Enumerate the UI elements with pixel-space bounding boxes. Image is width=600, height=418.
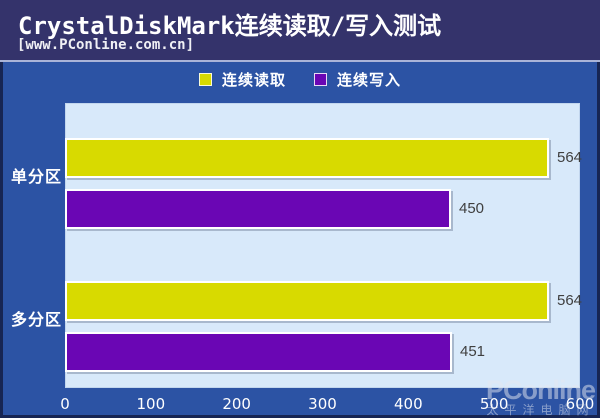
chart-legend: 连续读取 连续写入 bbox=[0, 69, 600, 90]
x-axis-tick-label: 300 bbox=[308, 395, 337, 413]
bar-value-label: 564 bbox=[557, 149, 583, 166]
header-separator bbox=[0, 60, 600, 62]
category-label: 多分区 bbox=[10, 309, 62, 329]
bar-value-label: 451 bbox=[460, 342, 486, 360]
x-axis-tick-label: 500 bbox=[479, 395, 509, 413]
chart-title: CrystalDiskMark连续读取/写入测试 bbox=[18, 12, 442, 40]
x-axis-tick-label: 400 bbox=[394, 395, 423, 413]
bar-单分区-连续读取 bbox=[65, 138, 549, 178]
x-axis-tick-label: 200 bbox=[222, 395, 251, 413]
x-axis-tick-label: 0 bbox=[60, 395, 70, 413]
chart-subtitle: [www.PConline.com.cn] bbox=[17, 37, 195, 53]
legend-swatch-icon bbox=[198, 73, 212, 86]
bar-value-label: 450 bbox=[459, 200, 485, 217]
legend-series-label: 连续读取 bbox=[221, 71, 286, 89]
bar-多分区-连续写入 bbox=[65, 331, 452, 372]
legend-swatch-icon bbox=[314, 73, 327, 86]
x-axis-tick-label: 600 bbox=[565, 395, 595, 413]
bar-多分区-连续读取 bbox=[65, 280, 549, 321]
legend-series-label: 连续写入 bbox=[337, 71, 402, 89]
category-label: 单分区 bbox=[10, 167, 62, 187]
bar-单分区-连续写入 bbox=[65, 189, 451, 229]
legend-item-1: 连续读取 bbox=[198, 69, 286, 90]
x-axis-tick-label: 100 bbox=[136, 395, 166, 413]
bar-value-label: 564 bbox=[557, 291, 583, 309]
chart-area: 连续读取 连续写入 PConline 太平洋电脑网 单分区 564 450 多分区 564… bbox=[0, 62, 600, 418]
legend-item-2: 连续写入 bbox=[314, 69, 401, 90]
chart-header: CrystalDiskMark连续读取/写入测试 [www.PConline.c… bbox=[0, 0, 600, 60]
